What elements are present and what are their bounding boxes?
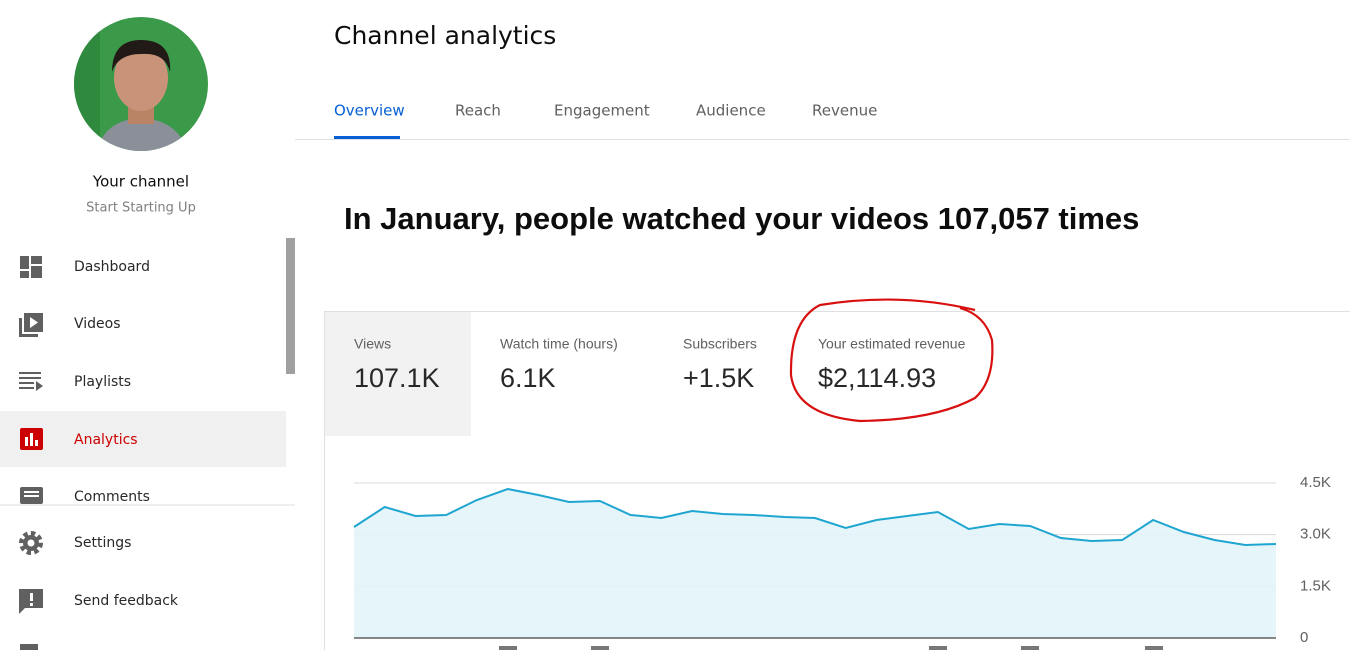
- metric-label: Watch time (hours): [500, 336, 618, 352]
- metric-label: Subscribers: [683, 336, 757, 352]
- metric-label: Views: [354, 336, 391, 352]
- nav-item[interactable]: Comments: [74, 489, 150, 505]
- icon-more: [20, 644, 38, 650]
- metric-value: $2,114.93: [818, 363, 936, 393]
- nav-item[interactable]: Send feedback: [74, 593, 179, 609]
- icon-analytics: [20, 428, 43, 450]
- icon-settings: [22, 534, 40, 552]
- y-tick-label: 3.0K: [1300, 526, 1331, 543]
- nav-item[interactable]: Videos: [74, 316, 121, 332]
- axis-markers: [499, 646, 1163, 650]
- channel-name: Start Starting Up: [86, 201, 196, 216]
- tab[interactable]: Reach: [455, 102, 501, 120]
- tab-underline: [334, 136, 400, 139]
- tab[interactable]: Revenue: [812, 102, 877, 120]
- metric-value: 6.1K: [500, 363, 556, 393]
- icon-feedback: [19, 589, 43, 614]
- metric-value: +1.5K: [683, 363, 754, 393]
- nav-item[interactable]: Dashboard: [74, 259, 150, 275]
- area-fill: [354, 489, 1276, 638]
- nav-item[interactable]: Settings: [74, 535, 131, 551]
- annotation-circle: [791, 300, 992, 421]
- tab[interactable]: Overview: [334, 102, 405, 120]
- icon-playlists: [19, 372, 43, 391]
- nav-item[interactable]: Analytics: [74, 432, 138, 448]
- y-tick-label: 4.5K: [1300, 474, 1331, 491]
- avatar[interactable]: [60, 17, 208, 160]
- tab[interactable]: Audience: [696, 102, 766, 120]
- nav-item[interactable]: Playlists: [74, 374, 131, 390]
- headline: In January, people watched your videos 1…: [344, 201, 1139, 236]
- tab[interactable]: Engagement: [554, 102, 650, 120]
- scrollbar[interactable]: [286, 238, 295, 374]
- icon-videos: [19, 313, 43, 337]
- channel-title: Your channel: [92, 173, 189, 191]
- y-tick-label: 1.5K: [1300, 577, 1331, 594]
- icon-dashboard: [20, 256, 42, 278]
- y-tick-label: 0: [1300, 629, 1308, 646]
- icon-comments: [20, 487, 43, 504]
- chart: 0 1.5K 3.0K 4.5K: [354, 474, 1331, 646]
- metric-value: 107.1K: [354, 363, 440, 393]
- metric-label: Your estimated revenue: [818, 336, 966, 352]
- page-title: Channel analytics: [334, 21, 556, 50]
